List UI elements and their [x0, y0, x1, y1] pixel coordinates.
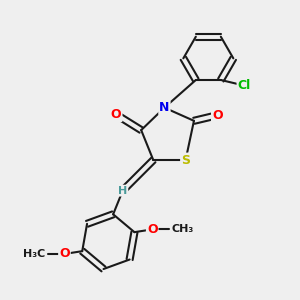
- Text: Cl: Cl: [238, 79, 251, 92]
- Text: CH₃: CH₃: [172, 224, 194, 234]
- Text: O: O: [59, 248, 70, 260]
- Text: O: O: [111, 108, 122, 121]
- Text: S: S: [181, 154, 190, 166]
- Text: N: N: [159, 101, 170, 114]
- Text: H: H: [118, 186, 128, 196]
- Text: H₃C: H₃C: [23, 249, 45, 259]
- Text: O: O: [212, 109, 223, 122]
- Text: O: O: [147, 223, 158, 236]
